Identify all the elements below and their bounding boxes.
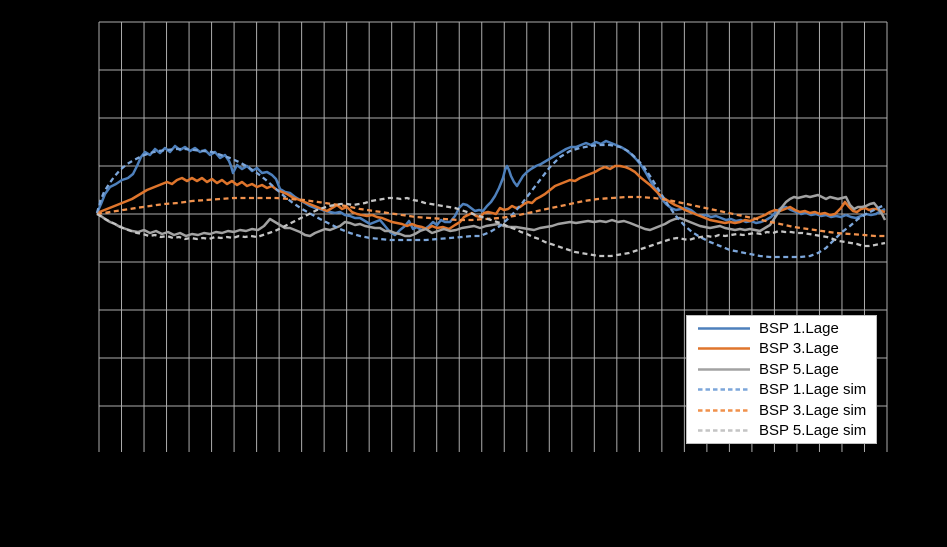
legend-item-bsp-5-lage-sim: BSP 5.Lage sim <box>687 421 876 442</box>
series-line-bsp-1-lage <box>95 139 886 237</box>
legend-line-dashed-blue-icon <box>698 388 750 392</box>
legend-item-bsp-3-lage-sim: BSP 3.Lage sim <box>687 400 876 421</box>
legend-label: BSP 1.Lage sim <box>759 381 867 399</box>
legend-item-bsp-3-lage: BSP 3.Lage <box>687 339 876 360</box>
legend-label: BSP 3.Lage sim <box>759 401 867 419</box>
legend-label: BSP 1.Lage <box>759 319 839 337</box>
legend-line-dashed-gray-icon <box>698 429 750 433</box>
series-group <box>95 139 887 259</box>
legend-label: BSP 3.Lage <box>759 340 839 358</box>
legend-label: BSP 5.Lage <box>759 360 839 378</box>
legend-item-bsp-5-lage: BSP 5.Lage <box>687 359 876 380</box>
legend-line-solid-blue-icon <box>698 326 750 330</box>
legend-item-bsp-1-lage: BSP 1.Lage <box>687 318 876 339</box>
series-line-bsp-3-lage <box>96 164 886 231</box>
series-line-bsp-5-lage-sim <box>96 196 886 258</box>
legend-label: BSP 5.Lage sim <box>759 422 867 440</box>
legend-item-bsp-1-lage-sim: BSP 1.Lage sim <box>687 380 876 401</box>
series-line-bsp-3-lage-sim <box>96 195 885 238</box>
series-line-bsp-5-lage <box>96 193 887 238</box>
legend-line-dashed-orange-icon <box>698 408 750 412</box>
legend-line-solid-gray-icon <box>698 367 750 371</box>
legend-line-solid-orange-icon <box>698 347 750 351</box>
legend: BSP 1.Lage BSP 3.Lage BSP 5.Lage BSP 1.L… <box>686 315 877 444</box>
